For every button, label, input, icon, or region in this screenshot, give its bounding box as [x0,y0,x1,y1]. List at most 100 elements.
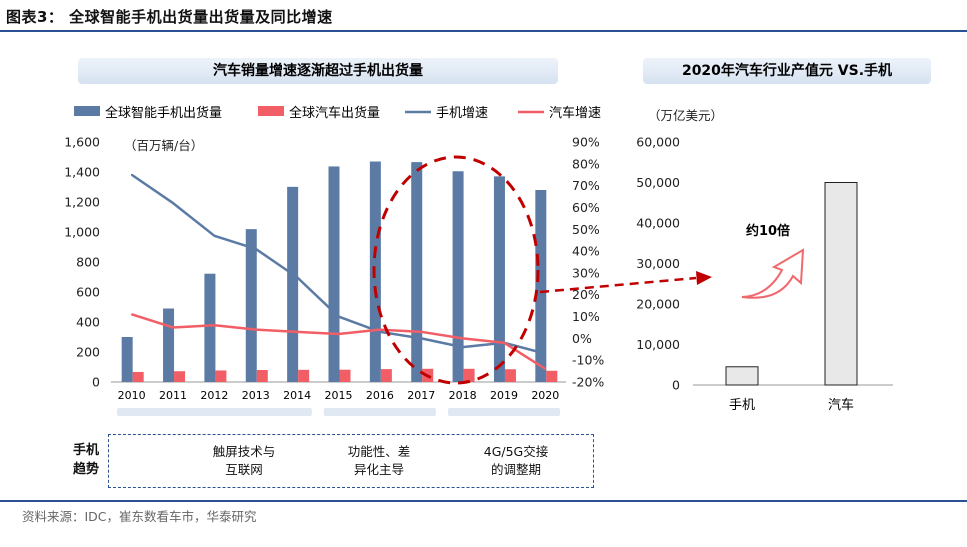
trend-phase-1-line1: 触屏技术与 [212,444,276,459]
figure-title: 图表3： 全球智能手机出货量出货量及同比增速 [6,8,333,26]
bar-car-shipment [463,368,475,382]
trend-phase-2-line1: 功能性、差 [347,444,411,459]
connector-arrow-line [539,276,697,294]
legend-label-4: 汽车增速 [549,105,601,121]
x-tick-label: 2017 [407,389,435,402]
bar-phone-shipment [493,176,505,382]
trend-phase-2: 功能性、差 异化主导 [324,443,434,479]
trend-label-line1: 手机 [72,443,99,458]
line-phone-growth-point [461,346,464,348]
line-phone-growth-point [130,173,133,176]
y-left-tick: 200 [76,345,100,360]
bar-phone-shipment [204,273,216,382]
y-right-tick: 10% [572,309,600,324]
bar-phone-shipment [121,337,133,382]
left-unit-label: （百万辆/台） [124,138,203,153]
bar-phone-shipment [328,166,340,382]
trend-box: 触屏技术与 互联网 功能性、差 异化主导 4G/5G交接 的调整期 [108,434,594,488]
y-left-tick: 400 [76,315,100,330]
y-left-tick: 800 [76,255,100,270]
x-tick-label: 2016 [366,389,394,402]
line-car-growth-point [461,337,464,340]
left-lines [130,173,547,370]
line-car-growth-point [254,328,257,331]
right-x-tick-label: 汽车 [828,397,854,413]
phase-bracket-3 [447,408,560,416]
right-y-tick: 20,000 [636,297,680,312]
right-y-tick: 30,000 [636,256,680,271]
line-car-growth-point [503,341,505,344]
right-y-tick: 0 [672,378,680,393]
trend-phase-3-line2: 的调整期 [490,462,541,477]
legend-label-3: 手机增速 [436,106,488,121]
right-x-tick-label: 手机 [729,398,755,413]
x-tick-label: 2019 [490,389,518,402]
legend-label-2: 全球汽车出货量 [289,105,380,121]
y-right-tick: 40% [572,244,600,259]
x-tick-label: 2020 [531,389,559,402]
x-tick-label: 2018 [449,389,477,402]
right-y-tick: 10,000 [636,337,680,352]
y-right-tick: 90% [572,135,600,150]
y-right-tick: -20% [572,375,604,390]
bar-car-shipment [256,370,268,382]
line-car-growth-point [544,368,547,370]
y-right-tick: 60% [572,200,600,215]
x-tick-label: 2012 [200,389,228,402]
left-axes: 0 200 400 600 800 1,000 1,200 1,400 1,600 -20% -10… [64,135,604,416]
right-unit-label: （万亿美元） [648,108,723,123]
x-tick-label: 2011 [159,389,187,402]
y-left-tick: 1,400 [64,165,100,180]
y-left-tick: 1,600 [64,135,100,150]
line-phone-growth-point [544,352,547,355]
right-axes: 0 10,000 20,000 30,000 40,000 50,000 60,000 （万亿… [636,108,893,413]
line-phone-growth-point [296,276,298,279]
line-car-growth-point [130,313,133,316]
bar-car-shipment [546,370,558,382]
trend-phase-3-line1: 4G/5G交接 [483,444,549,459]
y-right-tick: 50% [572,222,600,237]
bar-phone-shipment [535,190,547,382]
trend-phase-2-line2: 异化主导 [353,462,404,477]
line-car-growth-point [337,333,340,335]
phase-bracket-1 [117,408,312,416]
line-car-growth-point [379,328,381,331]
y-left-tick: 1,200 [64,195,100,210]
bar-phone-shipment [287,186,299,382]
line-car-growth-point [296,331,298,333]
y-right-tick: 20% [572,287,600,302]
right-bars [725,182,858,386]
trend-label: 手机 趋势 [66,441,106,479]
bar-phone-shipment [163,308,175,382]
left-chart-title: 汽车销量增速逐渐超过手机出货量 [78,58,558,84]
right-bar [824,182,858,386]
line-car-growth-point [420,331,423,333]
y-right-tick: 70% [572,178,600,193]
highlight-ellipse [372,155,540,385]
legend-swatch-1 [74,106,100,116]
left-bars [121,161,558,382]
bar-car-shipment [339,369,351,382]
line-phone-growth-point [337,315,340,318]
bar-car-shipment [215,370,227,382]
legend-swatch-2 [258,106,284,116]
ratio-annotation: 约10倍 [746,223,790,239]
line-car-growth-point [213,324,216,327]
right-y-tick: 50,000 [636,175,680,190]
x-tick-label: 2010 [118,389,146,402]
connector-arrow-head [696,271,712,285]
line-phone-growth-point [254,248,257,250]
right-y-tick: 60,000 [636,135,680,150]
right-chart-title: 2020年汽车行业产值元 VS.手机 [643,58,931,84]
y-right-tick: 80% [572,156,600,171]
right-y-tick: 40,000 [636,216,680,231]
line-car-growth-point [172,326,174,329]
source-note: 资料来源：IDC，崔东数看车市，华泰研究 [22,509,257,524]
trend-label-line2: 趋势 [72,462,99,477]
line-phone-growth-point [379,331,381,333]
line-phone-growth-point [420,337,423,340]
right-bar [725,366,759,386]
bar-car-shipment [380,369,392,382]
bar-phone-shipment [452,171,464,382]
